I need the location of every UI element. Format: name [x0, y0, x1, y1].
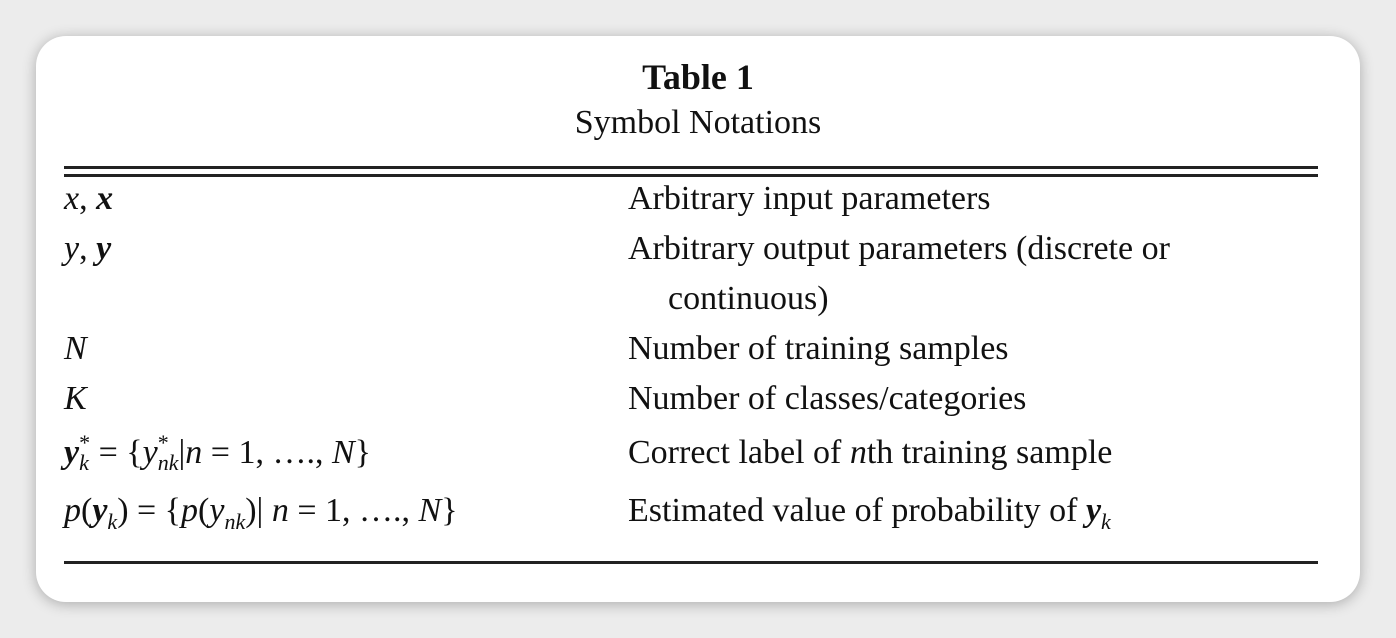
table-subtitle: Symbol Notations	[574, 104, 822, 141]
description-cell: Number of training samples	[628, 330, 1009, 367]
description-continuation: continuous)	[668, 280, 829, 317]
description-cell: Arbitrary output parameters (discrete or…	[628, 224, 1308, 324]
description-text: Arbitrary output parameters (discrete or	[628, 230, 1170, 267]
symbol-cell: N	[64, 330, 87, 367]
table-bottom-rule	[64, 561, 1318, 564]
table-title: Table 1	[642, 57, 754, 97]
symbol-cell: p(yk) = {p(ynk)| n = 1, …., N}	[64, 492, 458, 534]
description-cell: Correct label of nth training sample	[628, 434, 1113, 471]
table-card: Table 1 Symbol Notations x, x Arbitrary …	[36, 36, 1360, 602]
table-top-rule	[64, 166, 1318, 177]
symbol-cell: y * k = {y * nk |n = 1, …., N}	[64, 430, 371, 476]
description-cell: Estimated value of probability of yk	[628, 492, 1111, 534]
symbol-cell: y, y	[64, 230, 112, 267]
symbol-cell: x, x	[64, 180, 114, 217]
description-cell: Number of classes/categories	[628, 380, 1027, 417]
description-cell: Arbitrary input parameters	[628, 180, 991, 217]
symbol-cell: K	[64, 380, 87, 417]
